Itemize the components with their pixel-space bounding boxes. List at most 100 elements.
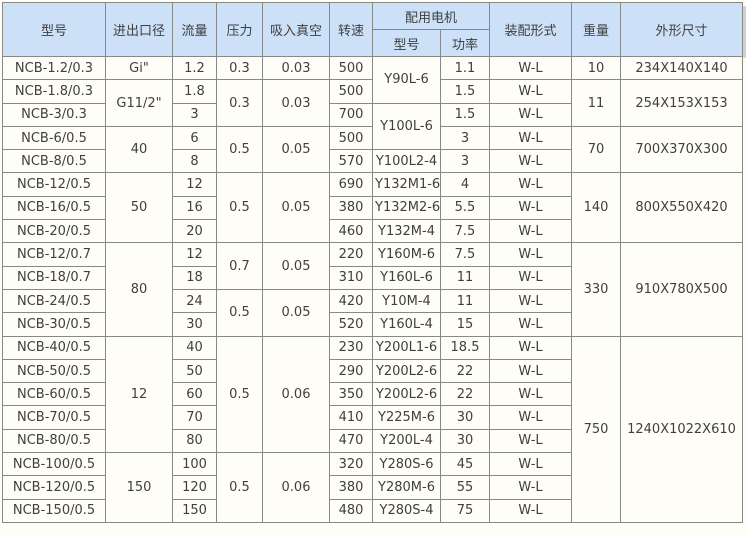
cell-model: NCB-18/0.7 [2, 265, 106, 290]
cell-motor-model: Y132M1-6 [372, 172, 441, 197]
table-row: NCB-50/0.5 50 290 Y200L2-6 22 W-L [2, 358, 743, 384]
table-row: NCB-40/0.5 12 40 0.5 0.06 230 Y200L1-6 18.5 W-L 7… [2, 335, 744, 523]
cell-motor-power: 45 [439, 452, 491, 477]
cell-assembly: W-L [489, 172, 573, 197]
cell-model: NCB-16/0.5 [2, 195, 106, 221]
col-header-pressure: 压力 [216, 2, 263, 57]
cell-assembly: W-L [489, 428, 573, 454]
cell-motor-power: 3 [439, 149, 491, 174]
cell-speed: 470 [329, 428, 373, 454]
cell-pressure: 0.7 [216, 242, 263, 290]
cell-diameter: 80 [105, 242, 173, 337]
cell-speed: 310 [329, 265, 373, 290]
cell-assembly: W-L [489, 475, 573, 500]
cell-vacuum: 0.03 [262, 55, 330, 81]
table-row: NCB-3/0.3 3 700 Y100L-6 1.5 W-L [2, 102, 743, 151]
cell-flow: 100 [172, 452, 217, 477]
cell-vacuum: 0.05 [262, 172, 330, 244]
cell-diameter: 12 [105, 335, 173, 454]
cell-motor-model: Y280M-6 [372, 475, 441, 500]
cell-assembly: W-L [489, 149, 573, 174]
cell-weight: 70 [571, 125, 622, 174]
cell-assembly: W-L [489, 125, 573, 151]
col-header-vacuum: 吸入真空 [262, 2, 330, 57]
cell-speed: 460 [329, 219, 373, 244]
cell-motor-power: 4 [439, 172, 491, 197]
scrollbar-sliver[interactable] [743, 6, 746, 58]
table-row: NCB-120/0.5 120 380 Y280M-6 55 W-L [2, 475, 743, 500]
cell-speed: 290 [329, 358, 373, 384]
cell-flow: 8 [172, 149, 217, 174]
cell-flow: 3 [172, 102, 217, 127]
cell-speed: 480 [329, 498, 373, 523]
cell-pressure: 0.5 [216, 172, 263, 244]
cell-motor-model: Y280S-6 [372, 452, 441, 477]
cell-speed: 500 [329, 55, 373, 81]
cell-flow: 24 [172, 288, 217, 314]
table-row: NCB-20/0.5 20 460 Y132M-4 7.5 W-L [2, 219, 743, 244]
cell-model: NCB-8/0.5 [2, 149, 106, 174]
table-row: NCB-100/0.5 150 100 0.5 0.06 320 Y280S-6 45 W-L [2, 452, 743, 523]
cell-assembly: W-L [489, 358, 573, 384]
cell-flow: 60 [172, 382, 217, 407]
cell-model: NCB-24/0.5 [2, 288, 106, 314]
table-row: NCB-16/0.5 16 380 Y132M2-6 5.5 W-L [2, 195, 743, 221]
cell-flow: 16 [172, 195, 217, 221]
cell-motor-model: Y160M-6 [372, 242, 441, 267]
cell-vacuum: 0.05 [262, 125, 330, 174]
cell-pressure: 0.5 [216, 452, 263, 523]
cell-assembly: W-L [489, 382, 573, 407]
cell-speed: 230 [329, 335, 373, 360]
pump-spec-table: 型号 进出口径 流量 压力 吸入真空 转速 配用电机 装配形式 重量 外形尺寸 … [2, 2, 744, 523]
cell-motor-power: 75 [439, 498, 491, 523]
cell-pressure: 0.5 [216, 335, 263, 454]
cell-flow: 12 [172, 242, 217, 267]
col-header-speed: 转速 [329, 2, 373, 57]
cell-diameter: 40 [105, 125, 173, 174]
col-header-model: 型号 [2, 2, 106, 57]
cell-dimensions: 254X153X153 [620, 79, 744, 127]
cell-motor-power: 7.5 [439, 242, 491, 267]
cell-model: NCB-1.8/0.3 [2, 79, 106, 104]
table-row: NCB-1.2/0.3 Gi" 1.2 0.3 0.03 500 Y90L-6 1.1 W-L 1… [2, 55, 744, 104]
cell-diameter: G11/2" [105, 79, 173, 127]
cell-weight: 11 [571, 79, 622, 127]
cell-motor-model: Y132M-4 [372, 219, 441, 244]
cell-diameter: 150 [105, 452, 173, 523]
cell-dimensions: 1240X1022X610 [620, 335, 744, 523]
cell-weight: 140 [571, 172, 622, 244]
cell-flow: 40 [172, 335, 217, 360]
cell-speed: 570 [329, 149, 373, 174]
cell-model: NCB-1.2/0.3 [2, 55, 106, 81]
table-header: 型号 进出口径 流量 压力 吸入真空 转速 配用电机 装配形式 重量 外形尺寸 … [2, 2, 744, 57]
cell-speed: 500 [329, 125, 373, 151]
cell-motor-model: Y100L2-4 [372, 149, 441, 174]
cell-motor-model: Y160L-6 [372, 265, 441, 290]
cell-motor-model: Y160L-4 [372, 312, 441, 337]
cell-flow: 12 [172, 172, 217, 197]
cell-motor-model: Y200L2-6 [372, 358, 441, 384]
cell-model: NCB-40/0.5 [2, 335, 106, 360]
cell-model: NCB-80/0.5 [2, 428, 106, 454]
cell-motor-power: 1.5 [439, 79, 491, 104]
cell-model: NCB-12/0.5 [2, 172, 106, 197]
cell-dimensions: 700X370X300 [620, 125, 744, 174]
cell-assembly: W-L [489, 452, 573, 477]
cell-model: NCB-30/0.5 [2, 312, 106, 337]
table-body: NCB-1.2/0.3 Gi" 1.2 0.3 0.03 500 Y90L-6 1.1 W-L 1… [2, 55, 744, 523]
cell-flow: 30 [172, 312, 217, 337]
cell-model: NCB-70/0.5 [2, 405, 106, 430]
cell-assembly: W-L [489, 195, 573, 221]
cell-assembly: W-L [489, 79, 573, 104]
cell-speed: 320 [329, 452, 373, 477]
col-header-dimensions: 外形尺寸 [620, 2, 744, 57]
cell-model: NCB-100/0.5 [2, 452, 106, 477]
cell-motor-power: 3 [439, 125, 491, 151]
cell-speed: 690 [329, 172, 373, 197]
cell-assembly: W-L [489, 312, 573, 337]
cell-weight: 10 [571, 55, 622, 81]
cell-assembly: W-L [489, 405, 573, 430]
table-row: NCB-150/0.5 150 480 Y280S-4 75 W-L [2, 498, 743, 523]
cell-assembly: W-L [489, 498, 573, 523]
cell-assembly: W-L [489, 55, 573, 81]
